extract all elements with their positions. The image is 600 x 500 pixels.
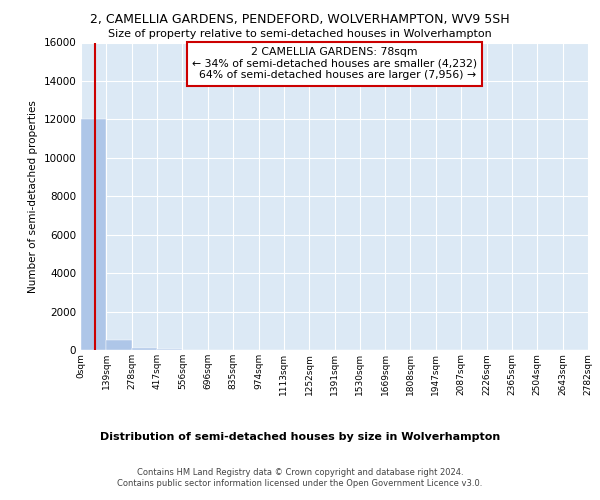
- Text: Contains HM Land Registry data © Crown copyright and database right 2024.
Contai: Contains HM Land Registry data © Crown c…: [118, 468, 482, 487]
- Y-axis label: Number of semi-detached properties: Number of semi-detached properties: [28, 100, 38, 292]
- Text: Distribution of semi-detached houses by size in Wolverhampton: Distribution of semi-detached houses by …: [100, 432, 500, 442]
- Text: 2, CAMELLIA GARDENS, PENDEFORD, WOLVERHAMPTON, WV9 5SH: 2, CAMELLIA GARDENS, PENDEFORD, WOLVERHA…: [90, 12, 510, 26]
- Bar: [81, 120, 106, 350]
- Text: Size of property relative to semi-detached houses in Wolverhampton: Size of property relative to semi-detach…: [108, 29, 492, 39]
- Bar: [157, 349, 182, 350]
- Bar: [131, 348, 157, 350]
- Bar: [106, 340, 131, 350]
- Text: 2 CAMELLIA GARDENS: 78sqm  
← 34% of semi-detached houses are smaller (4,232)
  : 2 CAMELLIA GARDENS: 78sqm ← 34% of semi-…: [192, 47, 477, 80]
